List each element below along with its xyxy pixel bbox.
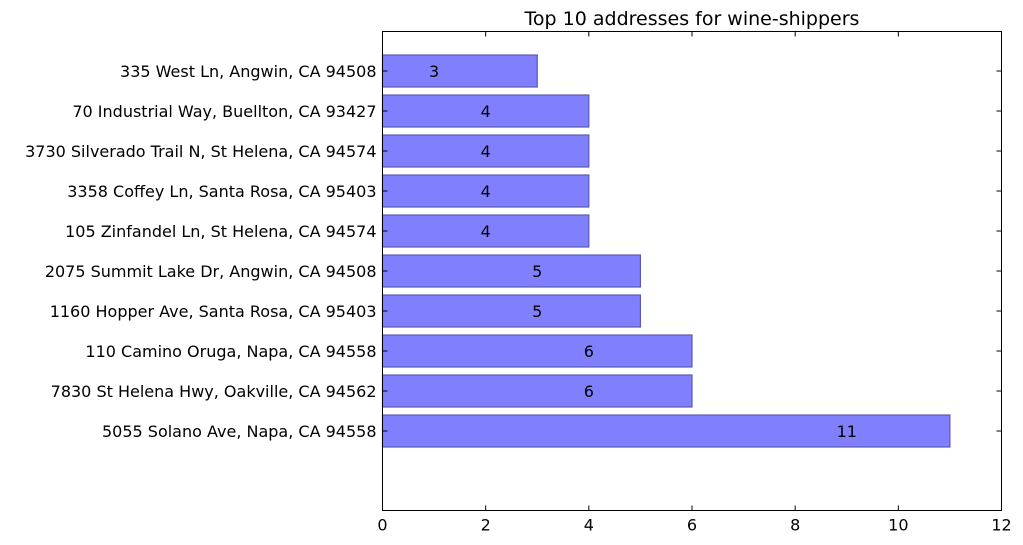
bar-value-label: 4 bbox=[481, 142, 491, 161]
bar-value-label: 4 bbox=[481, 222, 491, 241]
bar bbox=[381, 214, 590, 248]
x-tick-label: 10 bbox=[888, 516, 908, 535]
bar bbox=[381, 414, 951, 448]
bar bbox=[381, 134, 590, 168]
bar bbox=[381, 54, 538, 88]
bar-value-label: 6 bbox=[584, 342, 594, 361]
x-tick-label: 6 bbox=[687, 516, 697, 535]
bar-value-label: 6 bbox=[584, 382, 594, 401]
category-label: 1160 Hopper Ave, Santa Rosa, CA 95403 bbox=[50, 302, 377, 321]
bar bbox=[381, 254, 642, 288]
category-label: 2075 Summit Lake Dr, Angwin, CA 94508 bbox=[45, 262, 377, 281]
x-tick-label: 0 bbox=[377, 516, 387, 535]
category-label: 3730 Silverado Trail N, St Helena, CA 94… bbox=[25, 142, 376, 161]
bar bbox=[381, 94, 590, 128]
plot-frame bbox=[382, 31, 1002, 511]
category-label: 70 Industrial Way, Buellton, CA 93427 bbox=[72, 102, 376, 121]
x-tick-label: 2 bbox=[481, 516, 491, 535]
category-label: 7830 St Helena Hwy, Oakville, CA 94562 bbox=[51, 382, 377, 401]
bar-value-label: 3 bbox=[429, 62, 439, 81]
x-tick-label: 8 bbox=[790, 516, 800, 535]
bar bbox=[381, 174, 590, 208]
bar bbox=[381, 334, 693, 368]
chart-title: Top 10 addresses for wine-shippers bbox=[524, 8, 860, 30]
bar-value-label: 5 bbox=[532, 262, 542, 281]
category-label: 105 Zinfandel Ln, St Helena, CA 94574 bbox=[65, 222, 376, 241]
category-label: 3358 Coffey Ln, Santa Rosa, CA 95403 bbox=[67, 182, 376, 201]
category-label: 110 Camino Oruga, Napa, CA 94558 bbox=[85, 342, 376, 361]
bar-value-label: 4 bbox=[481, 182, 491, 201]
bar-value-label: 4 bbox=[481, 102, 491, 121]
bar-value-label: 5 bbox=[532, 302, 542, 321]
category-label: 5055 Solano Ave, Napa, CA 94558 bbox=[102, 422, 377, 441]
bar bbox=[381, 294, 642, 328]
x-tick-label: 4 bbox=[584, 516, 594, 535]
x-tick-label: 12 bbox=[991, 516, 1011, 535]
bar bbox=[381, 374, 693, 408]
bar-value-label: 11 bbox=[837, 422, 857, 441]
category-label: 335 West Ln, Angwin, CA 94508 bbox=[120, 62, 376, 81]
